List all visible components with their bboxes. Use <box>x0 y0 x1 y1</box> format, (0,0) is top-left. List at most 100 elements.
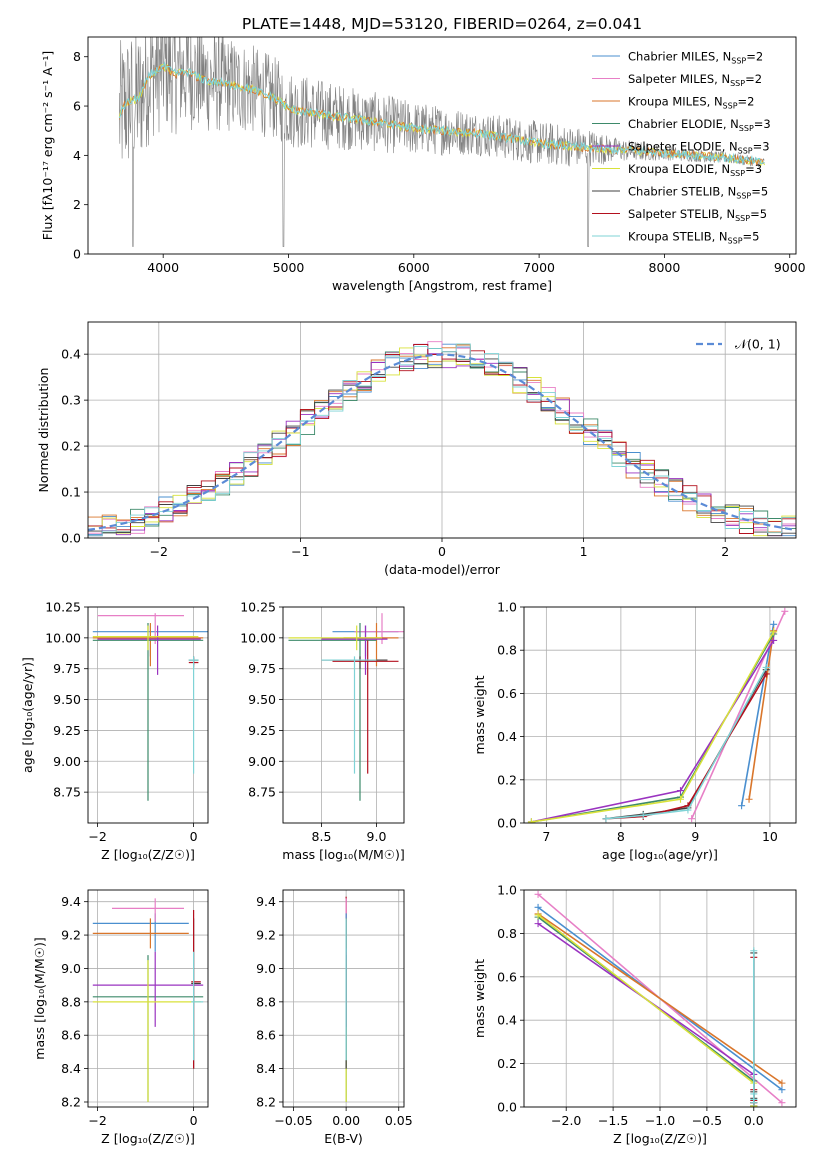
series-line <box>605 667 767 820</box>
data-point <box>750 1099 758 1107</box>
x-tick-label: −0.05 <box>274 1113 312 1128</box>
data-point <box>676 787 684 795</box>
y-tick-label: 8.4 <box>256 1061 276 1076</box>
y-tick-label: 10.00 <box>45 630 81 645</box>
axes-frame <box>87 36 797 255</box>
axes: −2 0 8.2 8.4 8.6 8.8 9.0 9.2 9.4 Z [log₁₀(Z/Z☉)] m… <box>32 889 209 1146</box>
observed-spectrum <box>119 37 765 247</box>
x-tick-label: 4000 <box>147 260 179 275</box>
series-line <box>748 630 775 800</box>
panel-residuals: −2 −1 0 1 2 0.0 0.1 0.2 0.3 0.4 (data-model)/error… <box>36 321 797 577</box>
x-tick-label: 0 <box>190 1113 198 1128</box>
figure-title: PLATE=1448, MJD=53120, FIBERID=0264, z=0… <box>242 15 642 33</box>
series-line <box>740 624 775 806</box>
y-tick-label: 2 <box>73 197 81 212</box>
x-tick-label: −2.0 <box>551 1113 581 1128</box>
y-tick-label: 9.2 <box>256 928 276 943</box>
y-tick-label: 9.50 <box>248 692 276 707</box>
x-tick-label: 0.00 <box>332 1113 360 1128</box>
y-axis-label: mass [log₁₀(M/M☉)] <box>32 937 47 1059</box>
x-tick-label: −2 <box>150 544 168 559</box>
plot-area <box>92 613 208 801</box>
x-tick-label: 10 <box>762 829 778 844</box>
axes-frame <box>282 606 405 824</box>
y-tick-label: 0.0 <box>497 1100 517 1115</box>
x-axis-label: wavelength [Angstrom, rest frame] <box>332 278 552 293</box>
x-tick-label: 0.0 <box>744 1113 764 1128</box>
axes: −0.05 0.00 0.05 8.2 8.4 8.6 8.8 9.0 9.2 9.4 E(B-V) <box>256 889 413 1146</box>
series-line <box>690 610 786 820</box>
legend-entry: Kroupa STELIB, NSSP=5 <box>628 230 759 246</box>
y-tick-label: 1.0 <box>497 883 517 898</box>
x-axis-label: (data-model)/error <box>384 562 501 577</box>
axes-frame <box>282 889 405 1108</box>
y-tick-label: 0.1 <box>61 485 81 500</box>
x-tick-label: −0.5 <box>692 1113 722 1128</box>
panel-massweight-vs-Z: −2.0 −1.5 −1.0 −0.5 0.0 0.0 0.2 0.4 0.6 0.8 1.0 Z [… <box>472 883 797 1146</box>
panel-mass-vs-Z: −2 0 8.2 8.4 8.6 8.8 9.0 9.2 9.4 Z [log₁₀(Z/Z☉)] m… <box>32 889 209 1146</box>
x-tick-label: 6000 <box>398 260 430 275</box>
x-tick-label: 1 <box>580 544 588 559</box>
legend-entry: Chabrier MILES, NSSP=2 <box>628 50 763 66</box>
legend-entry: Kroupa ELODIE, NSSP=3 <box>628 162 762 178</box>
y-tick-label: 8.8 <box>61 994 81 1009</box>
y-axis-label: Normed distribution <box>36 368 51 493</box>
y-tick-label: 0.2 <box>497 772 517 787</box>
y-tick-label: 8.2 <box>61 1094 81 1109</box>
y-tick-label: 0.2 <box>497 1056 517 1071</box>
data-point <box>762 663 770 671</box>
data-point <box>770 620 778 628</box>
y-tick-label: 8.2 <box>256 1094 276 1109</box>
data-point <box>770 636 778 644</box>
y-tick-label: 9.25 <box>248 723 276 738</box>
y-tick-label: 1.0 <box>497 600 517 615</box>
plot-area <box>288 613 404 801</box>
data-point <box>602 815 610 823</box>
legend-entry: Salpeter ELODIE, NSSP=3 <box>628 140 770 156</box>
data-point <box>688 815 696 823</box>
x-tick-label: 9.0 <box>367 829 387 844</box>
axes-frame <box>87 606 209 824</box>
data-point <box>527 818 535 823</box>
y-tick-label: 0.0 <box>497 816 517 831</box>
y-tick-label: 8.75 <box>53 785 81 800</box>
data-point <box>534 920 542 928</box>
y-tick-label: 0.6 <box>497 686 517 701</box>
gaussian-curve <box>88 353 796 531</box>
x-tick-label: 0.05 <box>385 1113 413 1128</box>
panel-mass-vs-ebv: −0.05 0.00 0.05 8.2 8.4 8.6 8.8 9.0 9.2 9.4 E(B-V) <box>256 889 413 1146</box>
y-tick-label: 0.4 <box>61 347 81 362</box>
legend: Chabrier MILES, NSSP=2 Salpeter MILES, NS… <box>592 50 771 246</box>
y-tick-label: 8.4 <box>61 1061 81 1076</box>
legend-entry: Salpeter MILES, NSSP=2 <box>628 72 762 88</box>
y-tick-label: 9.00 <box>53 754 81 769</box>
y-tick-label: 8.6 <box>256 1028 276 1043</box>
y-tick-label: 9.0 <box>61 961 81 976</box>
x-tick-label: 8.5 <box>312 829 332 844</box>
panel-age-vs-mass: 8.5 9.0 8.75 9.00 9.25 9.50 9.75 10.00 10.25 mass… <box>240 600 405 863</box>
data-point <box>639 811 647 819</box>
y-tick-label: 0.4 <box>497 729 517 744</box>
y-tick-label: 9.4 <box>61 894 81 909</box>
x-tick-label: 7000 <box>523 260 555 275</box>
data-point <box>778 1086 786 1094</box>
y-axis-label: age [log₁₀(age/yr)] <box>20 657 35 773</box>
x-axis-label: Z [log₁₀(Z/Z☉)] <box>101 1131 195 1146</box>
y-tick-label: 10.00 <box>240 630 276 645</box>
y-tick-label: 9.00 <box>248 754 276 769</box>
x-tick-label: 9000 <box>774 260 806 275</box>
data-point <box>745 795 753 803</box>
x-tick-label: 7 <box>542 829 550 844</box>
data-point <box>778 1079 786 1087</box>
x-tick-label: 2 <box>721 544 729 559</box>
model-spectrum <box>118 61 765 166</box>
series-line <box>537 913 783 1084</box>
legend-entry: 𝒩(0, 1) <box>735 337 781 352</box>
x-tick-label: −2 <box>88 1113 106 1128</box>
y-tick-label: 10.25 <box>240 600 276 615</box>
y-tick-label: 9.75 <box>53 661 81 676</box>
y-tick-label: 0.2 <box>61 439 81 454</box>
axes: −2 0 8.75 9.00 9.25 9.50 9.75 10.00 10.25 Z [log₁… <box>20 600 209 862</box>
data-point <box>676 795 684 803</box>
plot-area <box>92 898 204 1102</box>
